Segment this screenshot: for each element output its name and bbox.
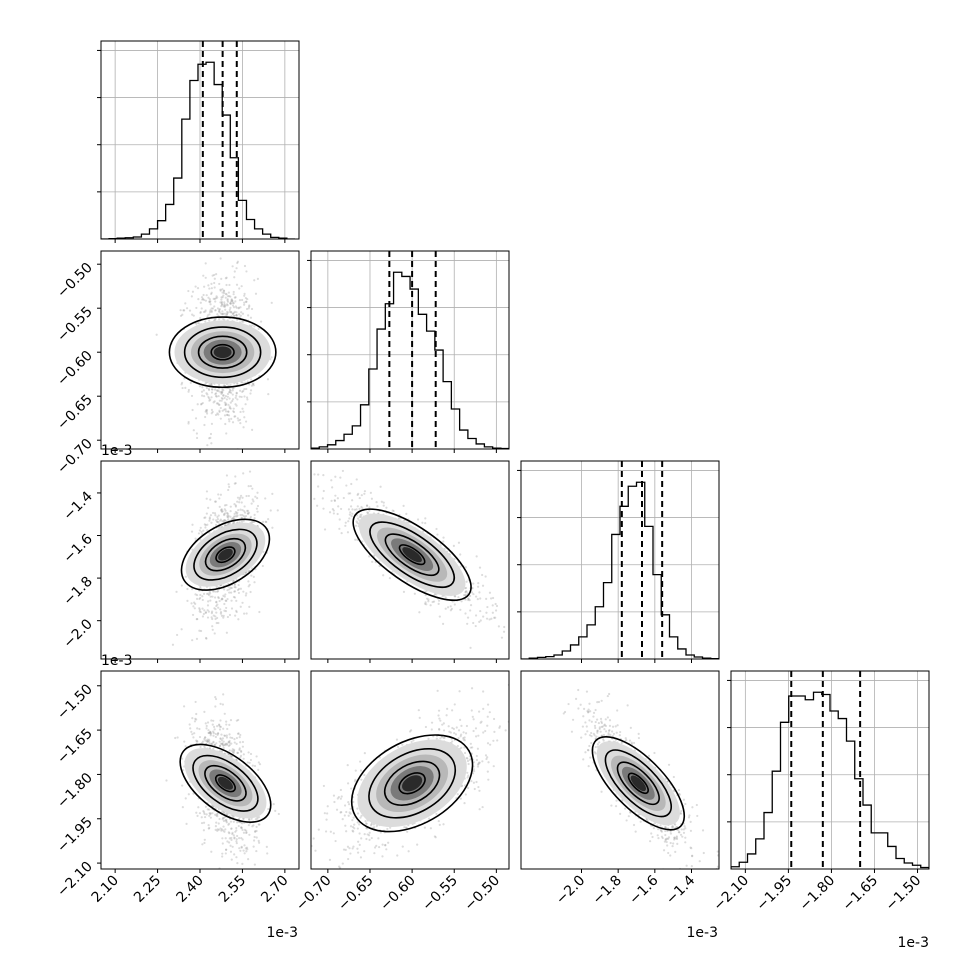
density-level-3 xyxy=(402,775,423,792)
panel-frame xyxy=(310,460,510,660)
density-level-3 xyxy=(218,548,233,561)
contour-line-0 xyxy=(591,736,686,831)
panel-kde-2-0 xyxy=(97,460,300,663)
density-level-3 xyxy=(217,776,234,790)
panel-kde-3-2 xyxy=(520,670,720,873)
panel-hist-3 xyxy=(727,670,930,873)
contour-line-3 xyxy=(627,772,649,795)
contour-line-1 xyxy=(368,748,457,819)
contour-line-2 xyxy=(204,537,247,572)
contour-line-3 xyxy=(214,774,236,793)
panel-frame xyxy=(520,670,720,870)
panel-frame xyxy=(310,670,510,870)
panel-hist-0 xyxy=(97,40,300,243)
contour-line-1 xyxy=(604,749,672,818)
panel-kde-2-1 xyxy=(310,460,510,663)
panel-frame xyxy=(730,670,930,870)
contour-line-3 xyxy=(215,546,236,564)
contour-line-2 xyxy=(384,533,440,577)
contour-line-3 xyxy=(398,772,426,795)
axis-offset-text: 1e-3 xyxy=(101,443,132,459)
axis-offset-text: 1e-3 xyxy=(898,935,929,951)
contour-line-0 xyxy=(352,508,472,602)
panel-kde-3-0 xyxy=(97,670,300,873)
histogram-step-line xyxy=(101,61,295,239)
contour-line-0 xyxy=(179,743,272,823)
histogram-step-line xyxy=(311,271,509,449)
contour-line-2 xyxy=(616,761,660,806)
panel-hist-2 xyxy=(517,460,720,663)
panel-frame xyxy=(520,460,720,660)
panel-hist-1 xyxy=(307,250,510,453)
axis-offset-text: 1e-3 xyxy=(687,925,718,941)
contour-line-1 xyxy=(193,528,258,581)
panel-kde-3-1 xyxy=(310,670,510,873)
contour-line-3 xyxy=(398,544,426,566)
density-level-3 xyxy=(402,547,422,563)
contour-line-2 xyxy=(204,764,247,802)
contour-line-3 xyxy=(210,343,235,361)
panel-frame xyxy=(310,250,510,450)
density-level-3 xyxy=(213,346,232,359)
panel-kde-1-0 xyxy=(97,250,300,453)
contour-line-2 xyxy=(383,760,441,806)
histogram-step-line xyxy=(731,691,929,869)
axis-offset-text: 1e-3 xyxy=(101,653,132,669)
contour-line-2 xyxy=(197,335,248,369)
contour-line-1 xyxy=(192,754,259,812)
axis-offset-text: 1e-3 xyxy=(267,925,298,941)
contour-line-0 xyxy=(350,734,474,833)
contour-line-1 xyxy=(183,326,262,379)
contour-line-1 xyxy=(369,521,456,589)
histogram-step-line xyxy=(521,481,719,659)
contour-line-0 xyxy=(180,518,271,591)
contour-line-0 xyxy=(168,316,277,389)
density-level-3 xyxy=(630,775,646,792)
